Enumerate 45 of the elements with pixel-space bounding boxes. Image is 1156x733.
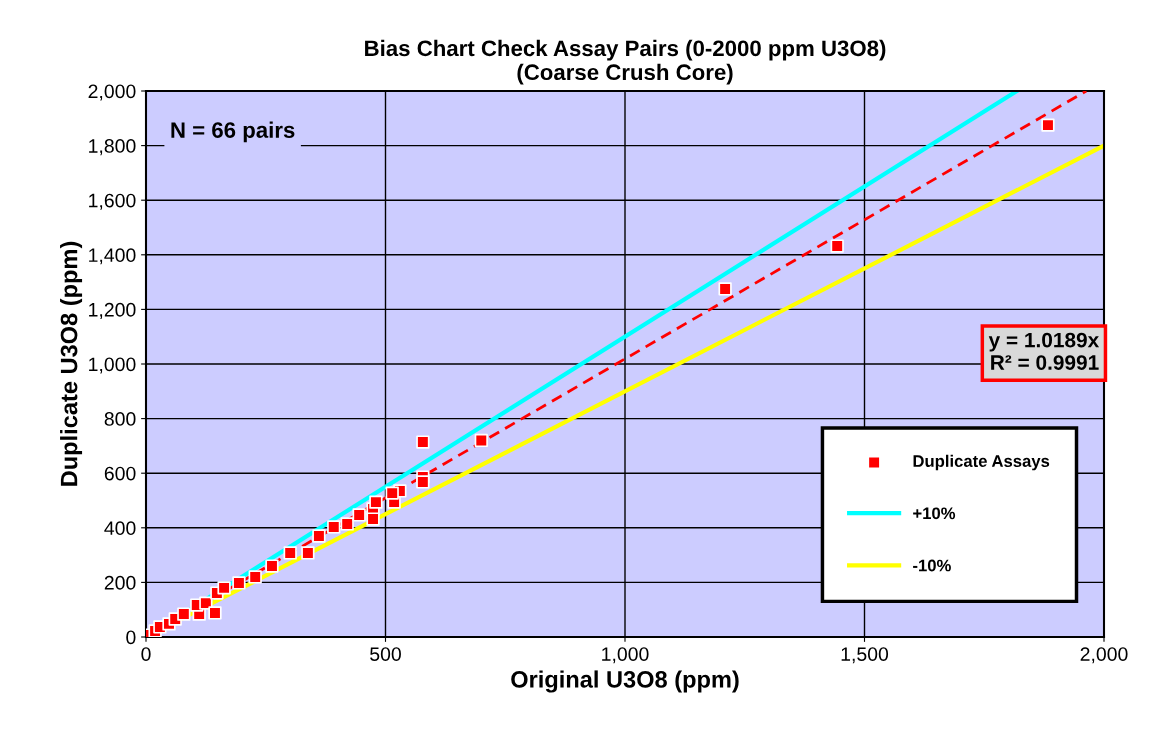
- y-tick-label: 0: [126, 630, 136, 645]
- point: [369, 495, 383, 509]
- x-tick-label: 0: [141, 647, 151, 661]
- y-tick-label: 1,800: [89, 139, 136, 156]
- x-tick-label: 500: [370, 647, 401, 661]
- y-tick-label: 600: [104, 466, 136, 481]
- x-tick-label: 2,000: [1080, 647, 1128, 664]
- legend-label: +10%: [913, 507, 956, 520]
- legend-label: -10%: [913, 559, 951, 572]
- y-axis-title: Duplicate U3O8 (ppm): [60, 241, 83, 486]
- x-tick-label: 1,000: [602, 647, 649, 664]
- y-tick-label: 1,400: [89, 248, 136, 265]
- point: [1041, 118, 1055, 132]
- legend-label: Duplicate Assays: [913, 454, 1050, 471]
- point: [830, 239, 844, 253]
- chart-title: Bias Chart Check Assay Pairs (0-2000 ppm U3O8) (Coarse Crush Core): [365, 39, 886, 85]
- point: [217, 581, 231, 595]
- point: [327, 520, 341, 534]
- point: [208, 606, 222, 620]
- y-tick-label: 1,200: [89, 302, 136, 319]
- point: [718, 282, 732, 296]
- point: [301, 546, 315, 560]
- y-tick-label: 400: [104, 521, 136, 536]
- y-tick-label: 1,600: [89, 193, 136, 210]
- point: [474, 433, 488, 448]
- point: [265, 559, 279, 573]
- annotation: y = 1.0189x R² = 0.9991: [988, 332, 1100, 370]
- y-tick-label: 200: [104, 575, 136, 590]
- point: [340, 517, 354, 531]
- x-axis-title: Original U3O8 (ppm): [511, 670, 739, 693]
- point: [416, 435, 430, 449]
- annotation: N = 66 pairs: [171, 121, 295, 143]
- point: [283, 546, 297, 560]
- point: [177, 607, 191, 621]
- point: [352, 508, 366, 522]
- point: [416, 475, 430, 489]
- point: [312, 529, 326, 543]
- point: [232, 576, 246, 590]
- point: [366, 512, 380, 526]
- y-tick-label: 2,000: [88, 84, 136, 101]
- y-tick-label: 1,000: [89, 357, 136, 374]
- y-tick-label: 800: [104, 412, 136, 426]
- x-tick-label: 1,500: [841, 647, 889, 664]
- point: [385, 486, 399, 500]
- point: [248, 570, 262, 584]
